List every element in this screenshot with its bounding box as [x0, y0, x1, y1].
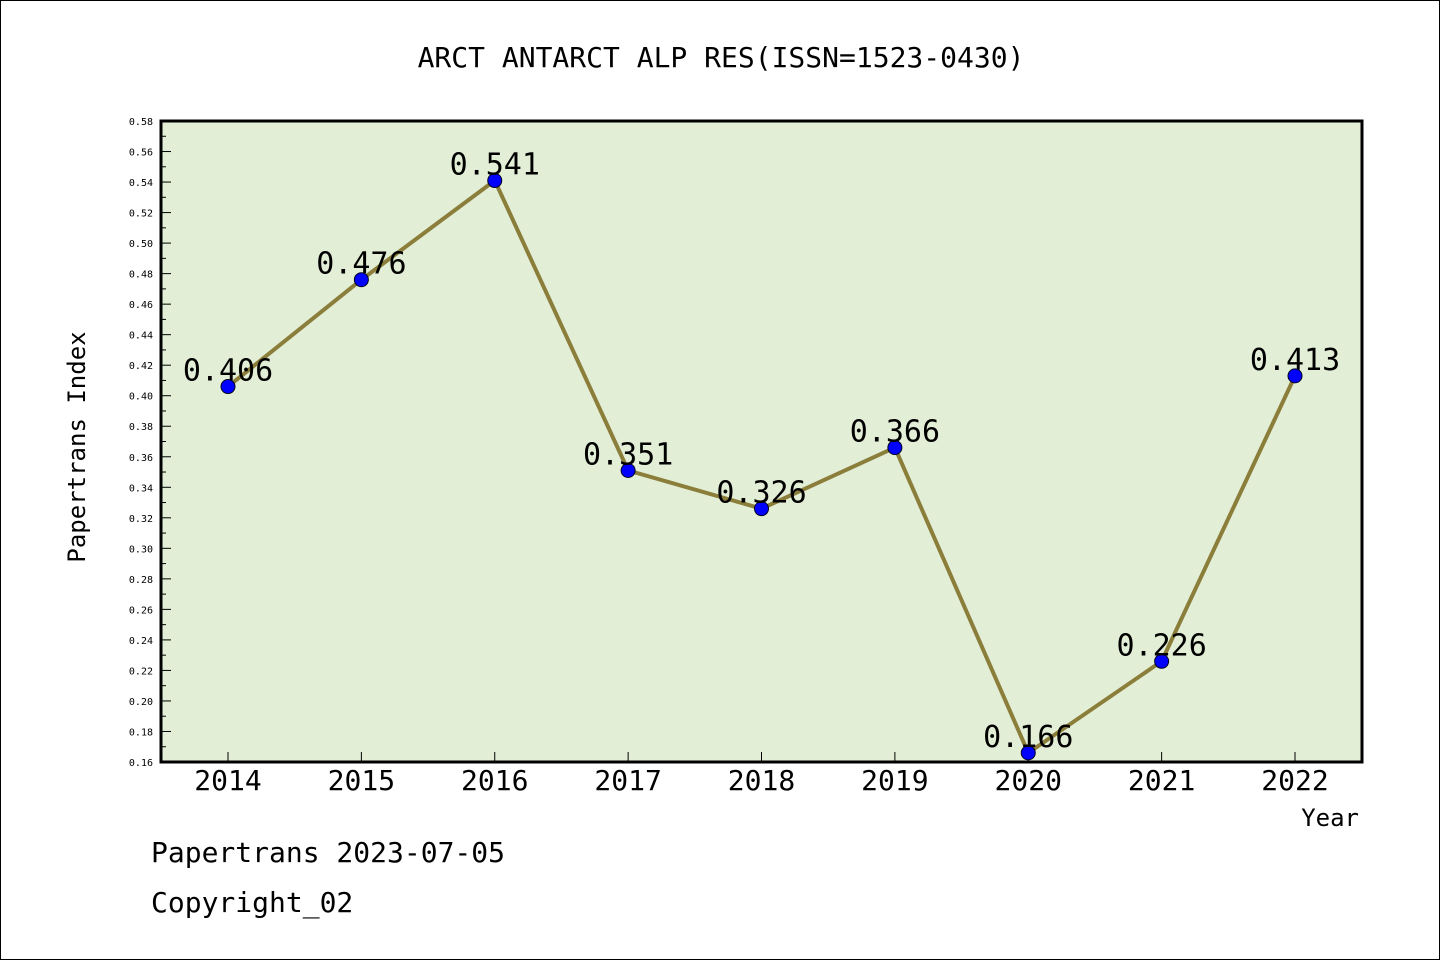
x-axis: 2014 2015 2016 2017 2018 2019 2020 2021 2022: [194, 752, 1329, 797]
plot-area: [161, 121, 1362, 762]
data-label: 0.326: [716, 476, 806, 511]
x-axis-label: Year: [1301, 804, 1359, 832]
x-tick-label: 2016: [461, 764, 528, 797]
data-point: [1154, 653, 1170, 669]
x-tick-label: 2021: [1128, 764, 1195, 797]
y-tick-label: 0.26: [129, 605, 153, 616]
x-tick-label: 2018: [728, 764, 795, 797]
y-tick-label: 0.54: [129, 178, 153, 189]
x-tick-label: 2019: [861, 764, 928, 797]
y-tick-label: 0.20: [129, 697, 153, 708]
y-tick-label: 0.56: [129, 148, 153, 159]
data-labels: 0.406 0.476 0.541 0.351 0.326 0.366 0.166 0.226…: [183, 148, 1340, 755]
data-label: 0.541: [450, 148, 540, 183]
x-tick-label: 2015: [328, 764, 395, 797]
data-point: [887, 440, 903, 456]
y-tick-label: 0.36: [129, 453, 153, 464]
y-tick-label: 0.32: [129, 514, 153, 525]
y-tick-label: 0.34: [129, 483, 153, 494]
plot-border: [159, 119, 1364, 764]
y-tick-label: 0.28: [129, 575, 153, 586]
y-tick-label: 0.18: [129, 727, 153, 738]
data-label: 0.226: [1116, 628, 1206, 663]
data-point: [353, 272, 369, 288]
y-tick-label: 0.16: [129, 758, 153, 769]
y-tick-label: 0.52: [129, 209, 153, 220]
x-tick-label: 2022: [1261, 764, 1328, 797]
y-tick-label: 0.42: [129, 361, 153, 372]
chart-title: ARCT ANTARCT ALP RES(ISSN=1523-0430): [418, 41, 1025, 74]
x-tick-label: 2017: [594, 764, 661, 797]
data-label: 0.476: [316, 247, 406, 282]
data-label: 0.351: [583, 437, 673, 472]
y-tick-label: 0.48: [129, 270, 153, 281]
x-tick-label: 2020: [995, 764, 1062, 797]
y-tick-label: 0.50: [129, 239, 153, 250]
data-label: 0.406: [183, 354, 273, 389]
data-point: [620, 462, 636, 478]
data-point: [220, 379, 236, 395]
y-axis: 0.16 0.18 0.20 0.22 0.24 0.26 0.28 0.30 0.32 0.34…: [129, 117, 171, 769]
data-label: 0.413: [1250, 343, 1340, 378]
y-tick-label: 0.24: [129, 636, 153, 647]
y-tick-label: 0.40: [129, 392, 153, 403]
y-tick-label: 0.22: [129, 666, 153, 677]
y-tick-label: 0.30: [129, 544, 153, 555]
x-tick-label: 2014: [194, 764, 261, 797]
footer-date: Papertrans 2023-07-05: [151, 836, 506, 869]
series-line-group: [220, 173, 1303, 761]
y-tick-label: 0.58: [129, 117, 153, 128]
y-tick-label: 0.38: [129, 422, 153, 433]
data-point: [1020, 745, 1036, 761]
data-label: 0.166: [983, 720, 1073, 755]
y-axis-label: Papertrans Index: [63, 331, 91, 562]
data-label: 0.366: [850, 415, 940, 450]
data-point: [754, 501, 769, 517]
y-tick-label: 0.46: [129, 300, 153, 311]
footer-copyright: Copyright_02: [151, 886, 354, 919]
y-tick-label: 0.44: [129, 331, 153, 342]
data-point: [487, 173, 503, 189]
data-point: [1287, 368, 1303, 384]
